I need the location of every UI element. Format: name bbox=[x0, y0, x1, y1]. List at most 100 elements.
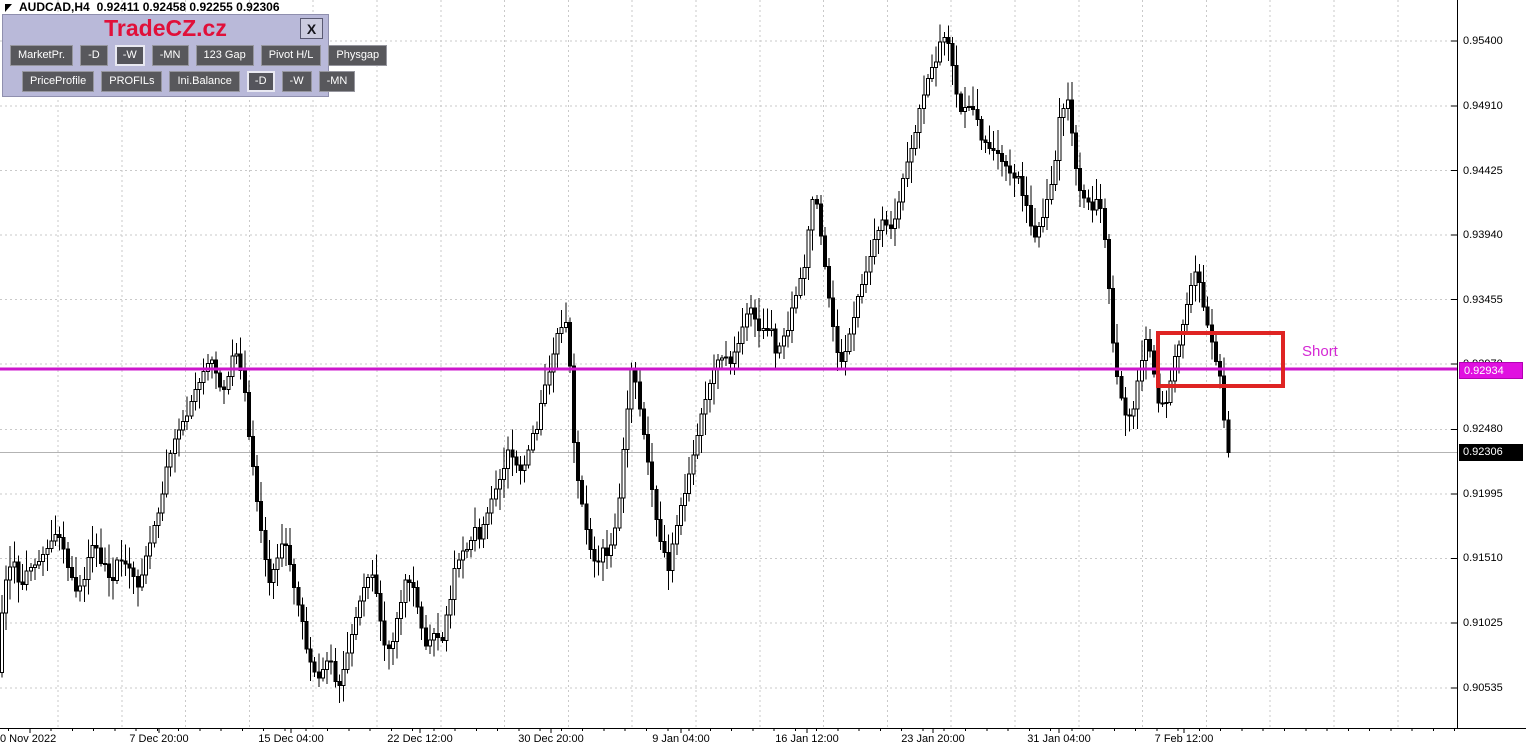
candle-bullish bbox=[226, 376, 231, 391]
candle-bullish bbox=[279, 543, 284, 559]
candle-bearish bbox=[823, 235, 827, 268]
panel-button-mn2[interactable]: -MN bbox=[318, 71, 356, 92]
candle-bearish bbox=[1226, 419, 1231, 453]
candle-bearish bbox=[411, 582, 416, 589]
candle-bullish bbox=[925, 77, 930, 96]
candle-bearish bbox=[975, 108, 980, 121]
date-axis-label: 22 Dec 12:00 bbox=[387, 733, 453, 745]
candle-bullish bbox=[1164, 401, 1169, 404]
candle-bullish bbox=[687, 473, 692, 495]
candle-bearish bbox=[74, 576, 79, 592]
date-axis-label: 23 Jan 20:00 bbox=[901, 733, 965, 745]
candle-bullish bbox=[897, 201, 902, 220]
candle-bearish bbox=[987, 142, 992, 150]
hline-price-badge: 0.92934 bbox=[1459, 362, 1523, 379]
panel-button-d1[interactable]: -D bbox=[80, 45, 108, 66]
candle-bearish bbox=[999, 153, 1004, 163]
candle-bullish bbox=[962, 106, 967, 113]
candle-bullish bbox=[913, 131, 918, 149]
panel-button-mn1[interactable]: -MN bbox=[151, 45, 189, 66]
candle-bearish bbox=[246, 391, 251, 437]
panel-button-marketpr[interactable]: MarketPr. bbox=[10, 45, 74, 66]
candle-bullish bbox=[460, 550, 465, 561]
candle-bullish bbox=[522, 464, 527, 471]
candle-bearish bbox=[20, 581, 25, 585]
candle-bullish bbox=[86, 557, 91, 581]
panel-button-priceprofile[interactable]: PriceProfile bbox=[22, 71, 95, 92]
panel-button-w2[interactable]: -W bbox=[281, 71, 312, 92]
candle-bullish bbox=[600, 547, 605, 563]
date-axis-label: 7 Feb 12:00 bbox=[1154, 733, 1214, 745]
candle-bearish bbox=[1152, 350, 1157, 375]
candle-bearish bbox=[1111, 288, 1116, 344]
candle-bearish bbox=[119, 559, 124, 562]
candle-bullish bbox=[872, 239, 877, 258]
panel-close-button[interactable]: X bbox=[300, 18, 323, 39]
candle-bearish bbox=[757, 318, 762, 331]
candle-bullish bbox=[855, 296, 860, 318]
candle-bullish bbox=[625, 408, 630, 450]
candle-bearish bbox=[753, 307, 758, 320]
candle-bullish bbox=[691, 454, 696, 475]
candle-bearish bbox=[884, 219, 889, 226]
candle-bullish bbox=[234, 353, 239, 357]
candle-bearish bbox=[386, 644, 391, 650]
panel-button-pivot-hl[interactable]: Pivot H/L bbox=[260, 45, 322, 66]
candle-bullish bbox=[37, 561, 42, 566]
candle-bullish bbox=[777, 345, 782, 354]
candle-bullish bbox=[629, 369, 634, 410]
candle-bearish bbox=[580, 479, 585, 505]
candle-bullish bbox=[481, 524, 486, 540]
candle-bearish bbox=[1222, 375, 1227, 421]
candle-bearish bbox=[218, 372, 223, 388]
candle-bullish bbox=[82, 579, 87, 587]
price-axis-label: 0.91995 bbox=[1463, 487, 1503, 500]
candle-bullish bbox=[160, 493, 165, 514]
candle-bullish bbox=[929, 66, 934, 79]
candle-bullish bbox=[860, 284, 865, 298]
symbol-marker-icon bbox=[5, 4, 12, 12]
candle-bullish bbox=[794, 294, 799, 309]
candle-bearish bbox=[127, 563, 132, 569]
candle-bearish bbox=[1090, 201, 1095, 211]
candle-bearish bbox=[728, 356, 733, 365]
candle-bearish bbox=[1020, 176, 1025, 196]
short-annotation-label[interactable]: Short bbox=[1302, 343, 1338, 360]
price-axis-label: 0.92480 bbox=[1463, 423, 1503, 436]
candle-bullish bbox=[917, 108, 922, 133]
candle-bearish bbox=[1069, 99, 1074, 134]
candle-bearish bbox=[436, 632, 441, 639]
candle-bearish bbox=[592, 548, 597, 562]
candle-bullish bbox=[547, 371, 552, 386]
candle-bearish bbox=[382, 620, 387, 646]
panel-button-inibalance[interactable]: Ini.Balance bbox=[169, 71, 240, 92]
candle-bearish bbox=[283, 543, 288, 547]
candle-bearish bbox=[407, 579, 412, 584]
candle-bullish bbox=[1049, 183, 1054, 201]
candle-bullish bbox=[678, 505, 683, 527]
price-axis-label: 0.91025 bbox=[1463, 616, 1503, 629]
candle-bearish bbox=[995, 150, 1000, 155]
candle-bullish bbox=[341, 669, 346, 686]
candle-bearish bbox=[662, 541, 667, 553]
candle-bullish bbox=[534, 428, 539, 435]
candle-bullish bbox=[1193, 271, 1198, 286]
panel-button-physgap[interactable]: Physgap bbox=[328, 45, 388, 66]
candle-bearish bbox=[1115, 342, 1120, 378]
candle-bullish bbox=[41, 554, 46, 563]
candle-bullish bbox=[617, 497, 622, 529]
panel-button-123gap[interactable]: 123 Gap bbox=[195, 45, 254, 66]
panel-button-w1[interactable]: -W bbox=[114, 45, 145, 66]
candle-bearish bbox=[576, 442, 581, 481]
panel-button-d2[interactable]: -D bbox=[246, 71, 275, 92]
candle-bullish bbox=[1185, 303, 1190, 325]
candle-bearish bbox=[650, 461, 655, 491]
candle-bullish bbox=[469, 539, 474, 550]
short-zone-rectangle[interactable] bbox=[1156, 331, 1285, 388]
panel-button-profils[interactable]: PROFILs bbox=[101, 71, 163, 92]
date-axis-label: 16 Jan 12:00 bbox=[775, 733, 839, 745]
candle-bearish bbox=[584, 503, 589, 530]
candle-bearish bbox=[633, 369, 638, 383]
date-axis-label: 31 Jan 04:00 bbox=[1027, 733, 1091, 745]
